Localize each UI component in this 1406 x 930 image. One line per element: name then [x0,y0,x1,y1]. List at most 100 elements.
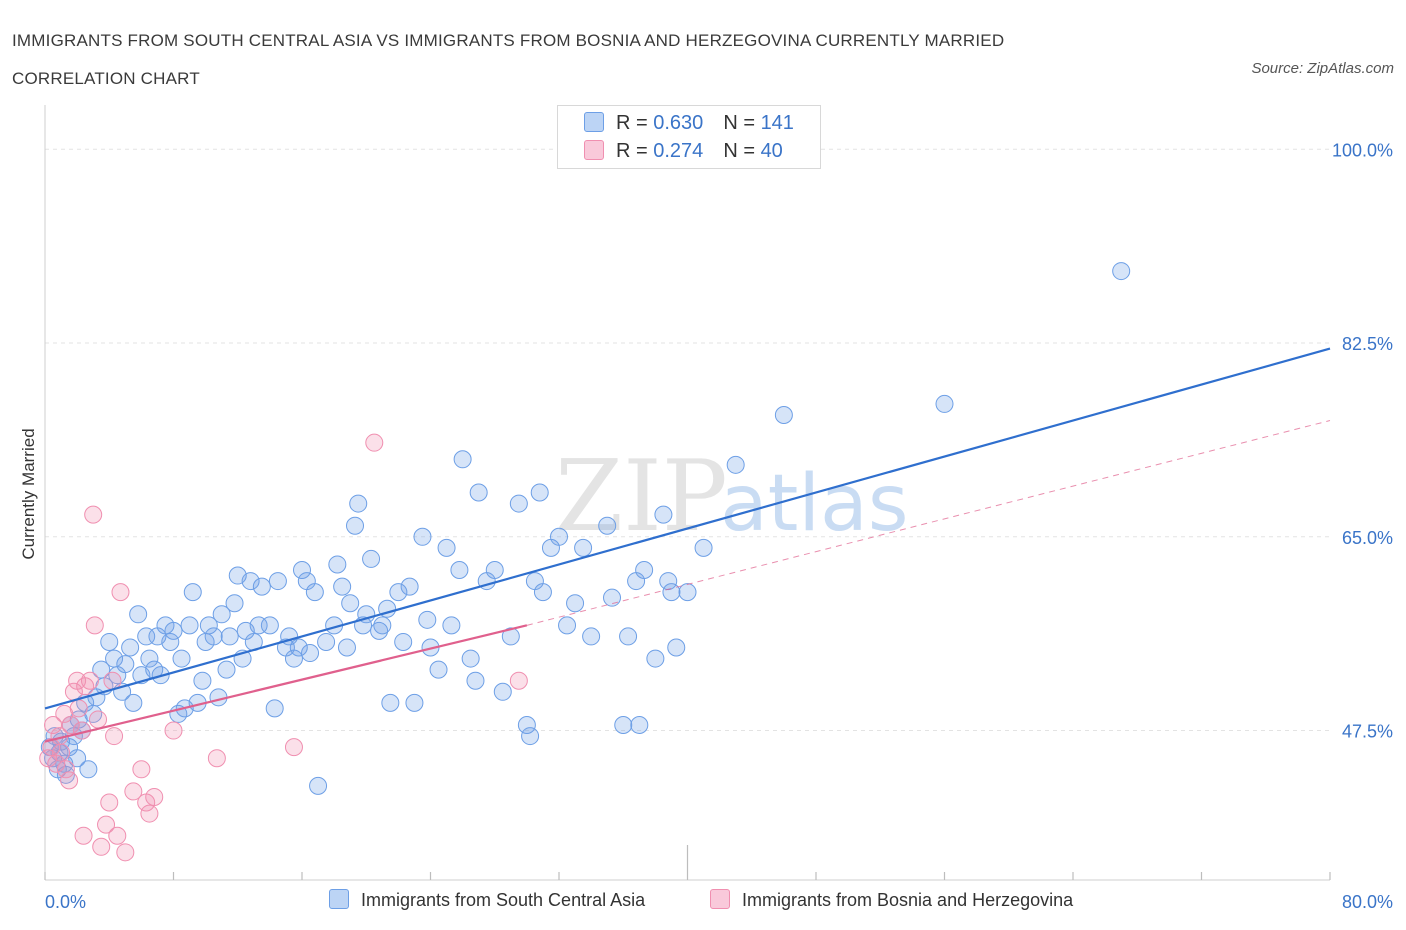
y-tick-label: 65.0% [1342,528,1393,548]
data-point [84,505,103,524]
data-point [614,716,633,734]
data-point [100,632,119,651]
trend-line-blue [44,347,1331,710]
data-point [52,743,71,762]
data-point [108,826,127,845]
data-point [437,538,456,557]
legend-r-value: 0.274 [653,140,704,162]
data-point [220,627,239,646]
data-point [328,555,347,574]
data-point [172,649,191,668]
data-point [726,455,745,474]
data-point [381,693,400,712]
data-point [466,671,485,690]
data-point [289,638,308,657]
data-point [116,655,135,674]
data-point [183,583,202,602]
data-point [111,583,130,602]
legend-row-blue: R = 0.630 N = 141 [584,112,794,136]
data-point [774,406,793,424]
data-point [74,826,93,845]
chart-title: IMMIGRANTS FROM SOUTH CENTRAL ASIA VS IM… [12,31,1005,88]
data-point [284,738,303,757]
data-point [301,644,320,663]
trend-lines [44,347,1331,743]
bottom-legend-swatch-pink [710,889,730,909]
data-point [100,793,119,812]
data-point [400,577,419,596]
y-tick-label: 47.5% [1342,722,1393,742]
data-point [161,632,180,651]
chart-source: Source: ZipAtlas.com [1251,60,1394,77]
data-point [461,649,480,668]
data-point [252,577,271,596]
data-point [582,627,601,646]
watermark-atlas: atlas [720,459,909,549]
data-point [60,771,79,790]
data-point [121,638,140,657]
series-bosnia-herzegovina [39,433,528,862]
data-point [429,660,448,679]
data-point [935,394,954,413]
stats-legend: R = 0.630 N = 141 R = 0.274 N = 40 [557,105,821,169]
data-point [225,594,244,613]
data-point [341,594,360,613]
y-axis-label: Currently Married [19,428,38,559]
data-point [469,483,488,502]
data-point [164,621,183,640]
bottom-legend-pink: Immigrants from Bosnia and Herzegovina [710,889,1073,911]
data-point [80,671,99,690]
data-point [85,616,104,635]
data-point [574,538,593,557]
data-point [268,572,287,591]
data-point [284,649,303,668]
bottom-legend-label-blue: Immigrants from South Central Asia [361,890,646,910]
data-point [558,616,577,635]
data-point [47,754,66,773]
data-point [97,815,116,834]
data-point [79,760,98,779]
data-point [550,527,568,546]
data-point [362,549,381,568]
data-point [260,616,279,635]
data-point [145,787,164,806]
data-point [365,433,384,452]
legend-swatch-blue [584,112,604,132]
legend-n-label: N = [723,112,761,134]
data-point [199,616,218,635]
data-point [56,760,75,779]
data-point [598,516,617,535]
data-point [667,638,686,657]
data-point [61,716,80,734]
data-point [678,583,697,602]
x-tick-label-min: 0.0% [45,892,86,912]
y-tick-label: 82.5% [1342,334,1393,354]
data-point [533,583,552,602]
data-point [217,660,236,679]
legend-r-label: R = [616,140,654,162]
data-point [694,538,713,557]
data-point [69,699,88,718]
data-point [493,682,512,701]
data-point [566,594,585,613]
data-point [89,710,108,729]
data-point [394,632,413,651]
series-south-central-asia [40,262,1131,795]
data-point [116,843,135,862]
data-point [180,616,199,635]
data-point [349,494,368,513]
legend-r-value: 0.630 [653,112,704,134]
data-point [509,671,528,690]
trend-line-pink [44,624,528,743]
data-point [442,616,461,635]
data-point [346,516,365,535]
data-point [517,716,536,734]
data-point [654,505,673,524]
data-point [124,782,143,801]
data-point [1112,262,1131,281]
data-point [44,716,63,734]
data-point [92,837,111,856]
bottom-legend-blue: Immigrants from South Central Asia [329,889,645,911]
y-tick-label: 100.0% [1332,140,1393,160]
data-point [662,583,681,602]
